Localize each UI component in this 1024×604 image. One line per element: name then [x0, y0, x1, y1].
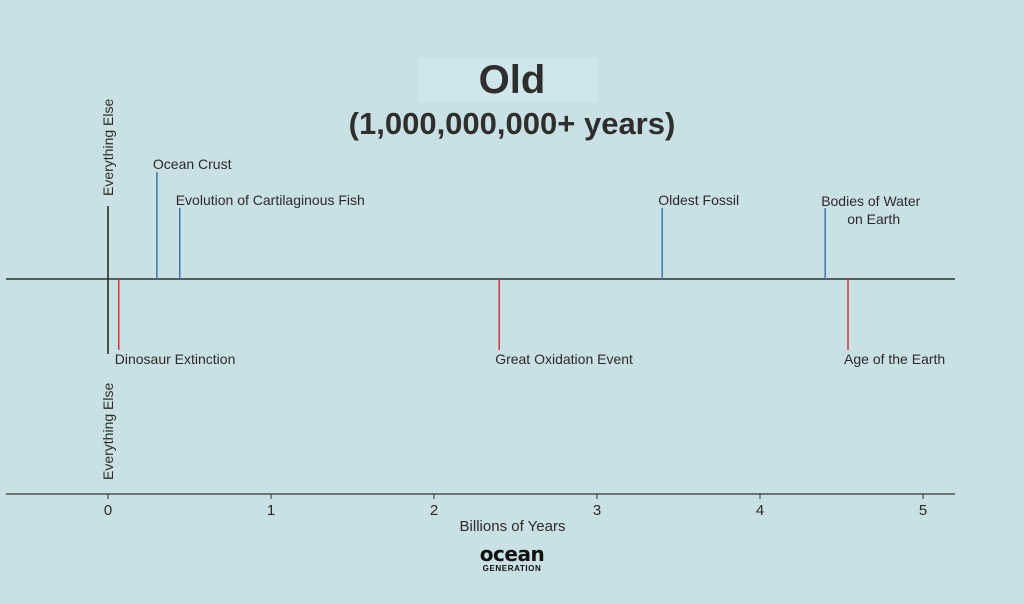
reference-label-bottom: Everything Else [100, 383, 116, 480]
x-tick-label: 3 [593, 502, 601, 519]
logo-wordmark: ocean [479, 542, 545, 566]
x-tick-label: 2 [430, 502, 438, 519]
x-axis-label: Billions of Years [460, 518, 566, 535]
chart-title: Old [478, 58, 546, 102]
chart-subtitle: (1,000,000,000+ years) [348, 106, 676, 141]
reference-label-top: Everything Else [100, 99, 116, 196]
x-tick-label: 0 [104, 502, 112, 519]
event-label-great-oxidation-event: Great Oxidation Event [495, 351, 633, 367]
event-label-oldest-fossil: Oldest Fossil [658, 192, 739, 208]
event-label-dinosaur-extinction: Dinosaur Extinction [115, 351, 236, 367]
event-label-ocean-crust: Ocean Crust [153, 156, 232, 172]
x-tick-label: 5 [919, 502, 927, 519]
event-label-age-of-the-earth: Age of the Earth [844, 351, 945, 367]
event-label-bodies-of-water-on-earth: Bodies of Water on Earth [821, 193, 920, 227]
x-tick-label: 1 [267, 502, 275, 519]
title-highlight [418, 58, 598, 102]
event-label-evolution-of-cartilaginous-fish: Evolution of Cartilaginous Fish [176, 192, 365, 208]
logo-tagline: GENERATION [482, 564, 542, 573]
ocean-generation-logo: ocean GENERATION [470, 544, 554, 573]
x-tick-label: 4 [756, 502, 764, 519]
